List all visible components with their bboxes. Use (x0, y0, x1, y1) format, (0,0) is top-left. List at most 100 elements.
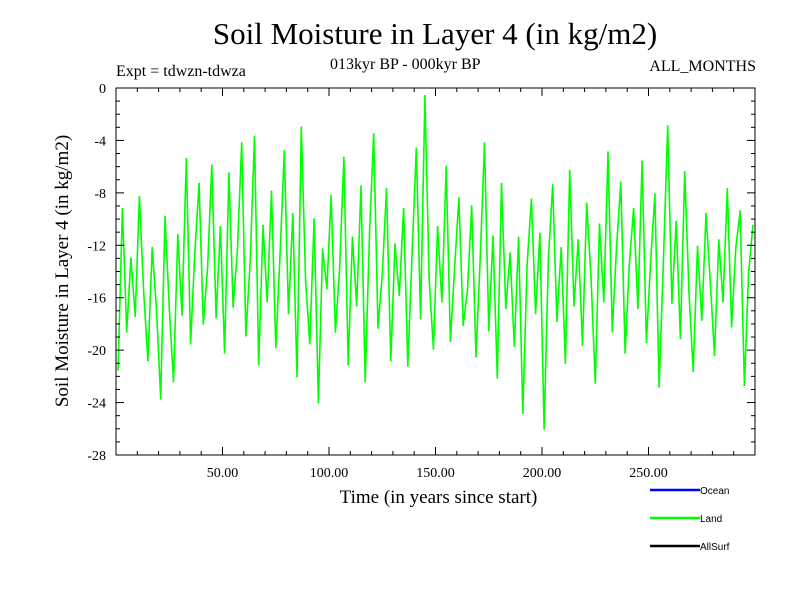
data-point (492, 235, 494, 238)
data-point (155, 308, 158, 311)
y-tick-label: 0 (99, 82, 106, 97)
data-point (615, 247, 618, 249)
y-tick-label: -12 (87, 239, 106, 254)
y-tick-label: -8 (94, 187, 106, 202)
data-point (632, 207, 635, 210)
data-point (381, 273, 384, 275)
data-point (223, 351, 226, 354)
data-point (692, 370, 695, 372)
data-point (526, 264, 528, 266)
data-point (219, 226, 222, 228)
data-point (504, 307, 507, 310)
data-point (326, 287, 328, 290)
data-point (611, 330, 614, 333)
data-point (521, 412, 524, 414)
data-point (279, 254, 281, 257)
data-point (245, 334, 247, 337)
legend-label-land: Land (700, 514, 722, 525)
data-point (313, 218, 315, 221)
experiment-label: Expt = tdwzn-tdwza (116, 63, 246, 80)
data-point (181, 313, 183, 316)
y-tick-label: -20 (87, 344, 106, 359)
data-point (654, 193, 656, 196)
data-point (649, 261, 652, 264)
data-point (573, 304, 575, 307)
data-point (368, 232, 371, 235)
data-point (483, 142, 486, 145)
data-point (296, 375, 298, 378)
data-point (551, 184, 554, 186)
data-point (206, 266, 209, 269)
data-point (607, 151, 609, 154)
data-point (679, 337, 682, 340)
data-point (164, 215, 166, 218)
data-point (658, 385, 660, 388)
data-point (232, 306, 235, 308)
data-point (389, 359, 392, 362)
data-point (377, 327, 379, 329)
data-point (347, 363, 350, 366)
data-point (470, 205, 473, 207)
data-point (590, 275, 592, 278)
data-point (726, 188, 729, 190)
legend-label-ocean: Ocean (700, 486, 729, 497)
data-point (411, 252, 413, 255)
data-point (364, 380, 367, 383)
data-point (487, 329, 490, 332)
data-point (585, 202, 588, 205)
data-point (700, 319, 703, 321)
data-point (419, 317, 422, 320)
data-point (598, 223, 601, 226)
data-point (556, 320, 558, 323)
data-point (624, 351, 626, 354)
data-point (581, 344, 584, 346)
data-point (496, 376, 499, 379)
chart-subtitle: 013kyr BP - 000kyr BP (330, 56, 481, 73)
data-point (253, 135, 256, 138)
data-point (734, 247, 737, 249)
data-point (189, 342, 192, 345)
data-point (722, 300, 724, 303)
x-tick-label: 50.00 (207, 466, 239, 481)
data-point (509, 252, 511, 255)
data-point (602, 300, 605, 303)
data-point (500, 182, 503, 185)
data-point (628, 264, 631, 266)
legend-label-allsurf: AllSurf (700, 542, 730, 553)
data-point (147, 359, 149, 362)
data-point (257, 363, 260, 366)
data-point (236, 249, 239, 252)
data-point (372, 133, 375, 135)
data-point (159, 397, 162, 400)
data-point (415, 147, 418, 150)
data-point (406, 365, 409, 367)
data-point (117, 368, 119, 371)
data-point (637, 307, 639, 310)
y-tick-label: -24 (87, 397, 106, 412)
data-point (539, 232, 541, 235)
data-point (453, 265, 456, 268)
data-point (130, 257, 132, 260)
chart-title: Soil Moisture in Layer 4 (in kg/m2) (212, 16, 658, 51)
data-point (466, 289, 469, 291)
data-point (560, 247, 563, 249)
data-point (743, 384, 746, 387)
data-point (360, 185, 362, 188)
months-label: ALL_MONTHS (649, 58, 756, 75)
data-point (730, 325, 733, 328)
data-point (641, 160, 643, 163)
y-tick-label: -16 (87, 292, 106, 307)
x-tick-label: 200.00 (523, 466, 562, 481)
data-point (705, 212, 707, 215)
data-point (193, 252, 196, 255)
data-point (394, 243, 396, 245)
data-point (168, 307, 171, 310)
data-point (671, 302, 673, 304)
data-point (619, 181, 622, 184)
data-point (475, 355, 477, 358)
data-point (385, 188, 388, 190)
data-point (330, 194, 332, 197)
data-point (202, 323, 205, 325)
data-point (138, 195, 141, 198)
data-point (547, 257, 550, 260)
